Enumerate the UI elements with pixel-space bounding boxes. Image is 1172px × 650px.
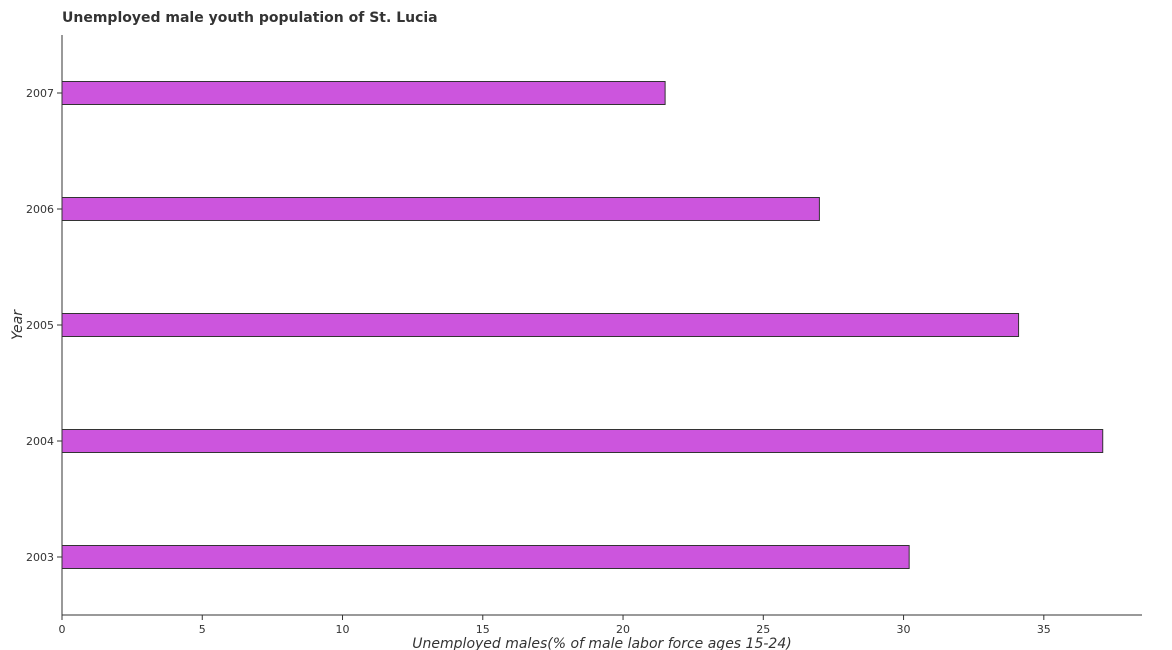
y-tick-label: 2007 [26, 87, 54, 100]
y-ticks-group: 2003 2004 2005 2006 2007 [26, 87, 62, 564]
x-ticks-group: 0 5 10 15 20 25 30 35 [59, 615, 1051, 636]
x-tick-label: 25 [756, 623, 770, 636]
y-tick-label: 2005 [26, 319, 54, 332]
x-tick-label: 10 [336, 623, 350, 636]
y-axis-title: Year [10, 309, 26, 340]
bar-2003 [61, 545, 910, 569]
bars-group [61, 81, 1104, 569]
bar-2004 [61, 429, 1104, 453]
x-tick-label: 0 [59, 623, 66, 636]
x-tick-label: 30 [897, 623, 911, 636]
y-tick-label: 2006 [26, 203, 54, 216]
x-tick-label: 20 [616, 623, 630, 636]
bar-2007 [61, 81, 666, 105]
x-tick-label: 15 [476, 623, 490, 636]
chart-title: Unemployed male youth population of St. … [62, 10, 438, 26]
x-tick-label: 35 [1037, 623, 1051, 636]
bar-2005 [61, 313, 1020, 337]
x-tick-label: 5 [199, 623, 206, 636]
bar-2006 [61, 197, 820, 221]
x-axis-title: Unemployed males(% of male labor force a… [412, 636, 791, 650]
y-tick-label: 2004 [26, 435, 54, 448]
y-tick-label: 2003 [26, 551, 54, 564]
